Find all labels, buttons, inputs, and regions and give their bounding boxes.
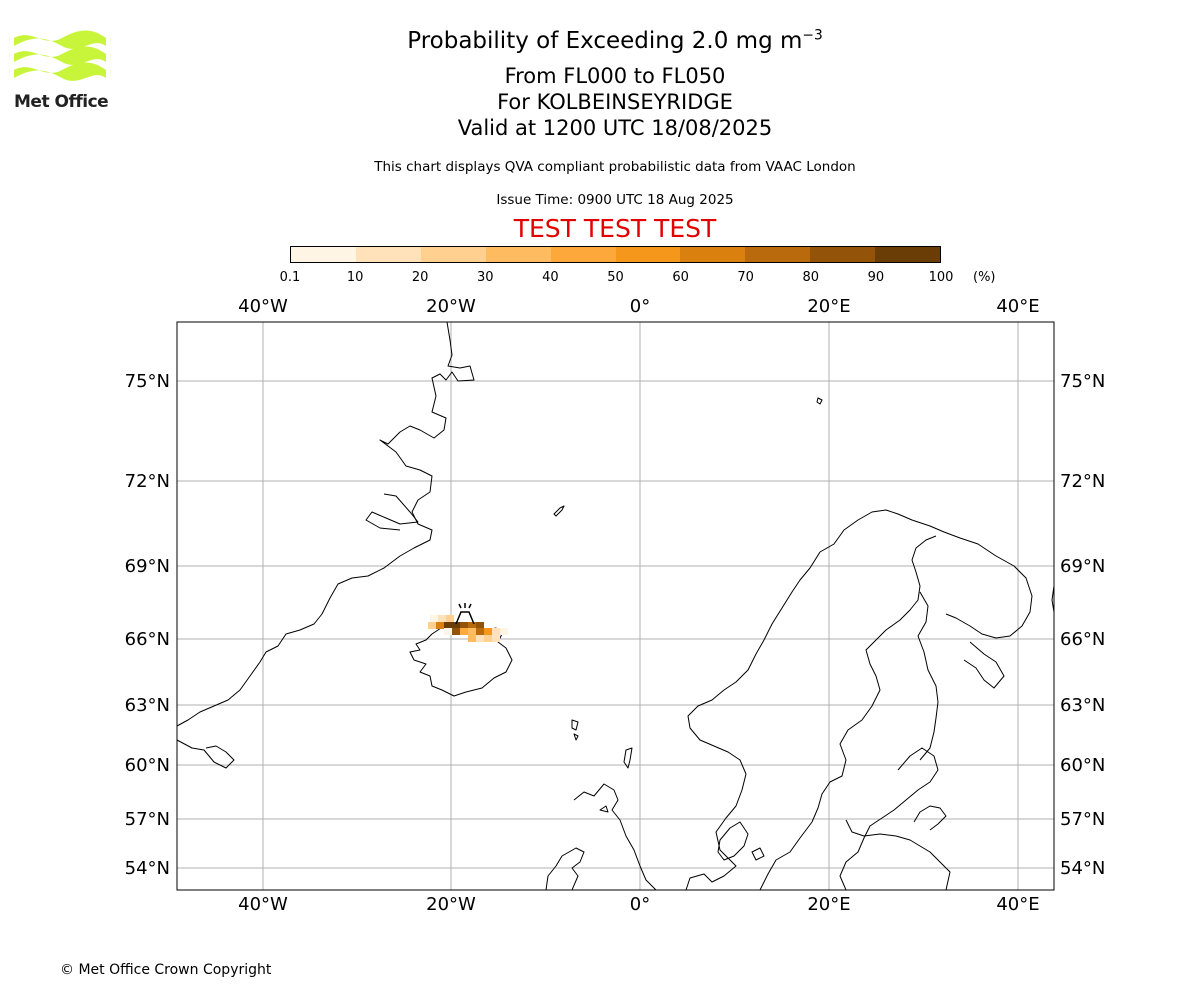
issue-time: Issue Time: 0900 UTC 18 Aug 2025 — [496, 192, 734, 208]
colorbar-tick-label: 70 — [737, 270, 754, 285]
colorbar-tick-label: 20 — [411, 270, 429, 285]
axis-tick-label: 60°N — [125, 755, 170, 776]
colorbar-segment — [745, 247, 811, 262]
colorbar-unit: (%) — [973, 270, 996, 285]
copyright: © Met Office Crown Copyright — [60, 962, 272, 978]
ash-cell — [438, 615, 446, 622]
coastlines — [177, 322, 1054, 890]
colorbar-tick-label: 60 — [672, 270, 689, 285]
colorbar-segment — [875, 247, 941, 262]
ash-cell — [444, 622, 452, 629]
axis-tick-label: 60°N — [1060, 755, 1105, 776]
axis-tick-label: 75°N — [125, 371, 170, 392]
colorbar-segment — [680, 247, 746, 262]
ash-cell — [476, 622, 484, 629]
ash-cell — [484, 628, 492, 635]
ash-cell — [492, 628, 500, 635]
bear-island — [816, 397, 823, 405]
colorbar-tick-label: 80 — [802, 270, 820, 285]
ash-cell — [428, 622, 436, 629]
axis-tick-label: 63°N — [1060, 695, 1105, 716]
baltic-coast — [759, 535, 937, 890]
axis-tick-label: 20°E — [807, 296, 850, 317]
axis-tick-label: 69°N — [1060, 556, 1105, 577]
volcano-name: For KOLBEINSEYRIDGE — [497, 90, 733, 114]
ash-probability-field — [428, 615, 508, 642]
ash-cell — [500, 628, 508, 635]
valid-time: Valid at 1200 UTC 18/08/2025 — [457, 116, 773, 140]
axis-tick-label: 54°N — [125, 858, 170, 879]
ash-cell — [452, 628, 460, 635]
jan-mayen — [553, 505, 565, 517]
chart-subtitle: This chart displays QVA compliant probab… — [374, 159, 856, 175]
ash-cell — [484, 635, 492, 642]
axis-tick-label: 57°N — [1060, 809, 1105, 830]
greenland-coast — [177, 322, 475, 727]
axis-tick-label: 72°N — [125, 471, 170, 492]
axis-tick-label: 72°N — [1060, 471, 1105, 492]
colorbar-segment — [615, 247, 681, 262]
axis-tick-label: 40°E — [996, 296, 1039, 317]
denmark-coast — [717, 821, 749, 861]
ash-cell — [460, 628, 468, 635]
colorbar-tick-label: 40 — [542, 270, 559, 285]
axis-tick-label: 40°W — [238, 894, 288, 915]
axis-tick-label: 69°N — [125, 556, 170, 577]
colorbar-tick-label: 30 — [477, 270, 494, 285]
ash-cell — [492, 635, 500, 642]
ash-cell — [468, 628, 476, 635]
ash-cell — [476, 635, 484, 642]
ash-cell — [436, 622, 444, 629]
colorbar-tick-label: 100 — [928, 270, 954, 285]
axis-tick-label: 75°N — [1060, 371, 1105, 392]
colorbar-segment — [485, 247, 551, 262]
axis-tick-label: 63°N — [125, 695, 170, 716]
colorbar-segment — [355, 247, 421, 262]
axis-tick-label: 20°W — [426, 296, 476, 317]
graticule — [177, 322, 1054, 890]
axis-tick-label: 20°W — [426, 894, 476, 915]
map-frame — [176, 321, 1055, 891]
shetland — [623, 747, 633, 769]
colorbar-tick-label: 90 — [867, 270, 885, 285]
faroe-islands — [571, 719, 579, 741]
axis-tick-label: 57°N — [125, 809, 170, 830]
ash-cell — [476, 628, 484, 635]
colorbar-segment — [420, 247, 486, 262]
colorbar-tick-label: 0.1 — [279, 270, 301, 285]
colorbar-segment — [550, 247, 616, 262]
axis-tick-label: 66°N — [125, 629, 170, 650]
chart-title: Probability of Exceeding 2.0 mg m−3 — [407, 27, 823, 54]
axis-tick-label: 66°N — [1060, 629, 1105, 650]
scandinavia-coast — [685, 509, 1033, 890]
axis-tick-label: 40°E — [996, 894, 1039, 915]
colorbar-tick-label: 50 — [607, 270, 624, 285]
axis-labels: 40°W 40°W 20°W 20°W 0° 0° 20°E 20°E 40°E 40°E 75°N… — [125, 296, 1106, 915]
met-office-logo: Met Office — [14, 30, 109, 112]
axis-tick-label: 20°E — [807, 894, 850, 915]
axis-tick-label: 0° — [630, 296, 650, 317]
colorbar-segment — [291, 247, 356, 262]
ash-cell — [452, 622, 460, 629]
ash-cell — [444, 628, 452, 635]
ash-cell — [430, 615, 438, 622]
colorbar-segment — [810, 247, 876, 262]
axis-tick-label: 40°W — [238, 296, 288, 317]
ash-cell — [468, 622, 476, 629]
volcano-icon — [455, 603, 475, 625]
great-britain-coast — [573, 783, 657, 890]
ash-cell — [460, 622, 468, 629]
logo-text: Met Office — [14, 92, 109, 112]
axis-tick-label: 0° — [630, 894, 650, 915]
ash-cell — [446, 615, 454, 622]
test-banner: TEST TEST TEST — [513, 214, 717, 243]
ash-cell — [468, 635, 476, 642]
colorbar-tick-label: 10 — [346, 270, 364, 285]
probability-colorbar — [290, 246, 941, 263]
flight-level-range: From FL000 to FL050 — [504, 64, 726, 88]
met-office-waves-icon — [14, 30, 106, 81]
axis-tick-label: 54°N — [1060, 858, 1105, 879]
